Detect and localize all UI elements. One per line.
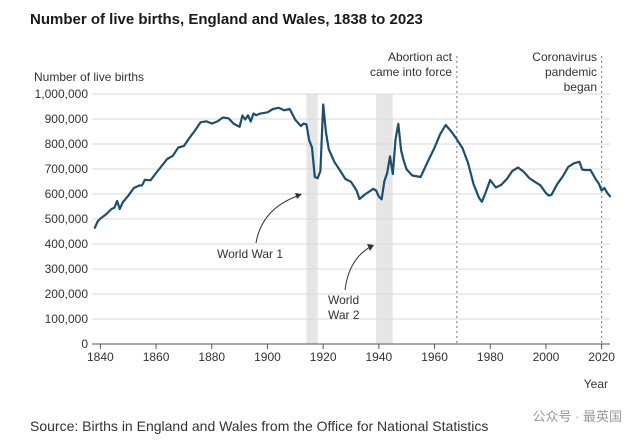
x-tick-label: 1880 [198,350,225,364]
ww2-label-line-2: War 2 [328,308,360,322]
covid-label-line-1: Coronavirus [532,50,597,64]
watermark: 公众号 · 最英国 [532,409,622,424]
x-axis-ticks: 1840 1860 1880 1900 1920 1940 1960 1980 2000 2020 [87,344,615,364]
x-tick-label: 2020 [588,350,615,364]
chart-title: Number of live births, England and Wales… [30,11,423,28]
y-tick-label: 500,000 [45,212,89,226]
ww1-label: World War 1 [217,247,283,261]
y-tick-label: 800,000 [45,137,89,151]
ww2-label-line-1: World [328,293,359,307]
series-group [93,103,612,229]
source-note: Source: Births in England and Wales from… [30,418,488,434]
y-tick-label: 600,000 [45,187,89,201]
x-tick-label: 1940 [365,350,392,364]
y-tick-label: 0 [81,337,88,351]
ww2-arrow [344,245,373,291]
x-tick-label: 1980 [477,350,504,364]
y-tick-label: 900,000 [45,112,89,126]
ww1-arrow [255,194,301,244]
x-tick-label: 1920 [310,350,337,364]
ww2-annotation: World War 2 [328,244,374,322]
abortion-label-line-2: came into force [370,65,452,79]
y-axis-title: Number of live births [34,70,144,84]
x-tick-label: 1960 [421,350,448,364]
covid-label-line-3: began [564,80,597,94]
y-tick-label: 200,000 [45,287,89,301]
y-tick-label: 700,000 [45,162,89,176]
ww1-arrowhead [295,193,302,199]
x-tick-label: 2000 [533,350,560,364]
y-tick-label: 100,000 [45,312,89,326]
abortion-act-annotation: Abortion act came into force [370,50,453,79]
x-tick-label: 1840 [87,350,114,364]
abortion-label-line-1: Abortion act [388,50,453,64]
covid-label-line-2: pandemic [545,65,597,79]
event-lines [456,56,603,344]
x-tick-label: 1900 [254,350,281,364]
live-births-line [93,103,612,229]
y-tick-label: 300,000 [45,262,89,276]
covid-annotation: Coronavirus pandemic began [532,50,597,94]
x-tick-label: 1860 [143,350,170,364]
y-tick-label: 400,000 [45,237,89,251]
y-axis-ticks: 0 100,000 200,000 300,000 400,000 500,000 600,… [35,87,89,351]
ww2-arrowhead [367,244,374,251]
ww1-annotation: World War 1 [217,193,302,261]
y-tick-label: 1,000,000 [35,87,89,101]
x-axis-title: Year [584,377,608,391]
